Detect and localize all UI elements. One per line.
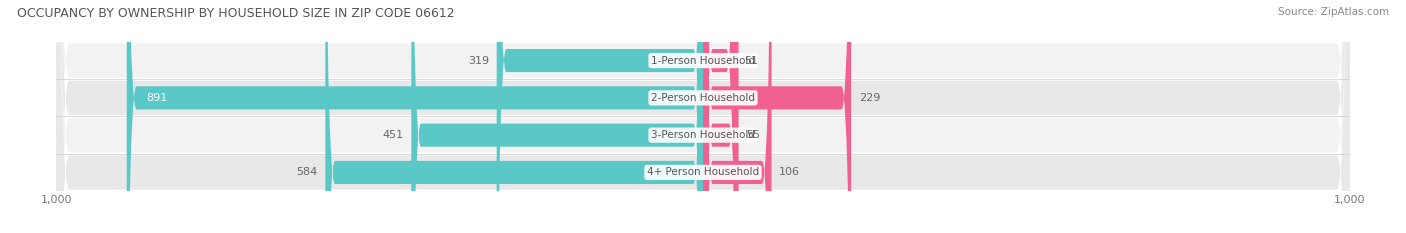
Text: 3-Person Household: 3-Person Household [651, 130, 755, 140]
FancyBboxPatch shape [496, 0, 703, 233]
FancyBboxPatch shape [56, 0, 1350, 233]
Text: 106: 106 [779, 168, 800, 177]
Text: 584: 584 [297, 168, 318, 177]
FancyBboxPatch shape [127, 0, 703, 233]
Text: 4+ Person Household: 4+ Person Household [647, 168, 759, 177]
Text: 451: 451 [382, 130, 404, 140]
FancyBboxPatch shape [325, 0, 703, 233]
FancyBboxPatch shape [56, 0, 1350, 233]
Text: 891: 891 [146, 93, 167, 103]
FancyBboxPatch shape [703, 0, 738, 233]
FancyBboxPatch shape [412, 0, 703, 233]
FancyBboxPatch shape [703, 0, 772, 233]
FancyBboxPatch shape [703, 0, 851, 233]
FancyBboxPatch shape [56, 0, 1350, 233]
Text: 1-Person Household: 1-Person Household [651, 56, 755, 65]
Text: 229: 229 [859, 93, 880, 103]
FancyBboxPatch shape [56, 0, 1350, 233]
Text: OCCUPANCY BY OWNERSHIP BY HOUSEHOLD SIZE IN ZIP CODE 06612: OCCUPANCY BY OWNERSHIP BY HOUSEHOLD SIZE… [17, 7, 454, 20]
FancyBboxPatch shape [703, 0, 735, 233]
Text: Source: ZipAtlas.com: Source: ZipAtlas.com [1278, 7, 1389, 17]
Text: 319: 319 [468, 56, 489, 65]
Text: 55: 55 [747, 130, 761, 140]
Text: 51: 51 [744, 56, 758, 65]
Text: 2-Person Household: 2-Person Household [651, 93, 755, 103]
